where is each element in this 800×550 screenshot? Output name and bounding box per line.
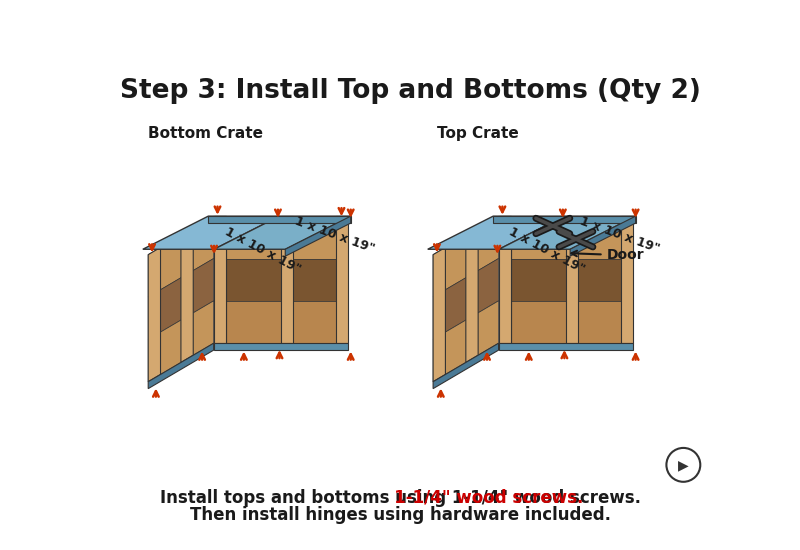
Text: Step 3: Install Top and Bottoms (Qty 2): Step 3: Install Top and Bottoms (Qty 2) xyxy=(119,78,701,103)
Polygon shape xyxy=(214,216,350,249)
Polygon shape xyxy=(433,216,498,297)
Circle shape xyxy=(666,448,700,482)
Polygon shape xyxy=(433,258,498,339)
Text: 1 x 10 x 19": 1 x 10 x 19" xyxy=(294,215,377,256)
Text: Then install hinges using hardware included.: Then install hinges using hardware inclu… xyxy=(190,507,610,524)
Polygon shape xyxy=(181,228,194,362)
Polygon shape xyxy=(148,258,214,339)
Polygon shape xyxy=(493,216,636,223)
Polygon shape xyxy=(208,216,350,223)
Polygon shape xyxy=(466,228,478,362)
Polygon shape xyxy=(214,216,226,343)
Text: Top Crate: Top Crate xyxy=(437,126,518,141)
Polygon shape xyxy=(428,216,564,249)
Polygon shape xyxy=(570,216,636,256)
Polygon shape xyxy=(148,301,214,382)
Polygon shape xyxy=(148,216,214,297)
Text: 1 x 10 x 19": 1 x 10 x 19" xyxy=(507,226,587,276)
Polygon shape xyxy=(499,216,636,249)
Polygon shape xyxy=(498,343,634,350)
Polygon shape xyxy=(498,258,634,301)
Text: Door: Door xyxy=(571,248,644,262)
Polygon shape xyxy=(433,301,498,382)
Polygon shape xyxy=(148,343,214,389)
Polygon shape xyxy=(214,301,349,343)
Polygon shape xyxy=(621,216,634,343)
Polygon shape xyxy=(286,216,350,256)
Polygon shape xyxy=(214,216,226,343)
Polygon shape xyxy=(566,216,578,343)
Text: Install tops and bottoms using 1-1/4" wood screws.: Install tops and bottoms using 1-1/4" wo… xyxy=(159,489,641,507)
Text: 1 x 10 x 19": 1 x 10 x 19" xyxy=(578,215,662,256)
Polygon shape xyxy=(498,216,511,343)
Polygon shape xyxy=(148,248,161,382)
Polygon shape xyxy=(433,248,446,382)
Polygon shape xyxy=(214,216,349,258)
Text: 1-1/4" wood screws.: 1-1/4" wood screws. xyxy=(216,489,584,507)
Polygon shape xyxy=(214,258,349,301)
Polygon shape xyxy=(498,216,634,258)
Polygon shape xyxy=(214,343,349,350)
Polygon shape xyxy=(336,216,349,343)
Text: 1 x 10 x 19": 1 x 10 x 19" xyxy=(222,226,302,276)
Text: Bottom Crate: Bottom Crate xyxy=(148,126,263,141)
Polygon shape xyxy=(498,216,511,343)
Text: ▶: ▶ xyxy=(678,459,689,472)
Polygon shape xyxy=(143,216,279,249)
Polygon shape xyxy=(498,301,634,343)
Polygon shape xyxy=(281,216,294,343)
Polygon shape xyxy=(433,343,498,389)
